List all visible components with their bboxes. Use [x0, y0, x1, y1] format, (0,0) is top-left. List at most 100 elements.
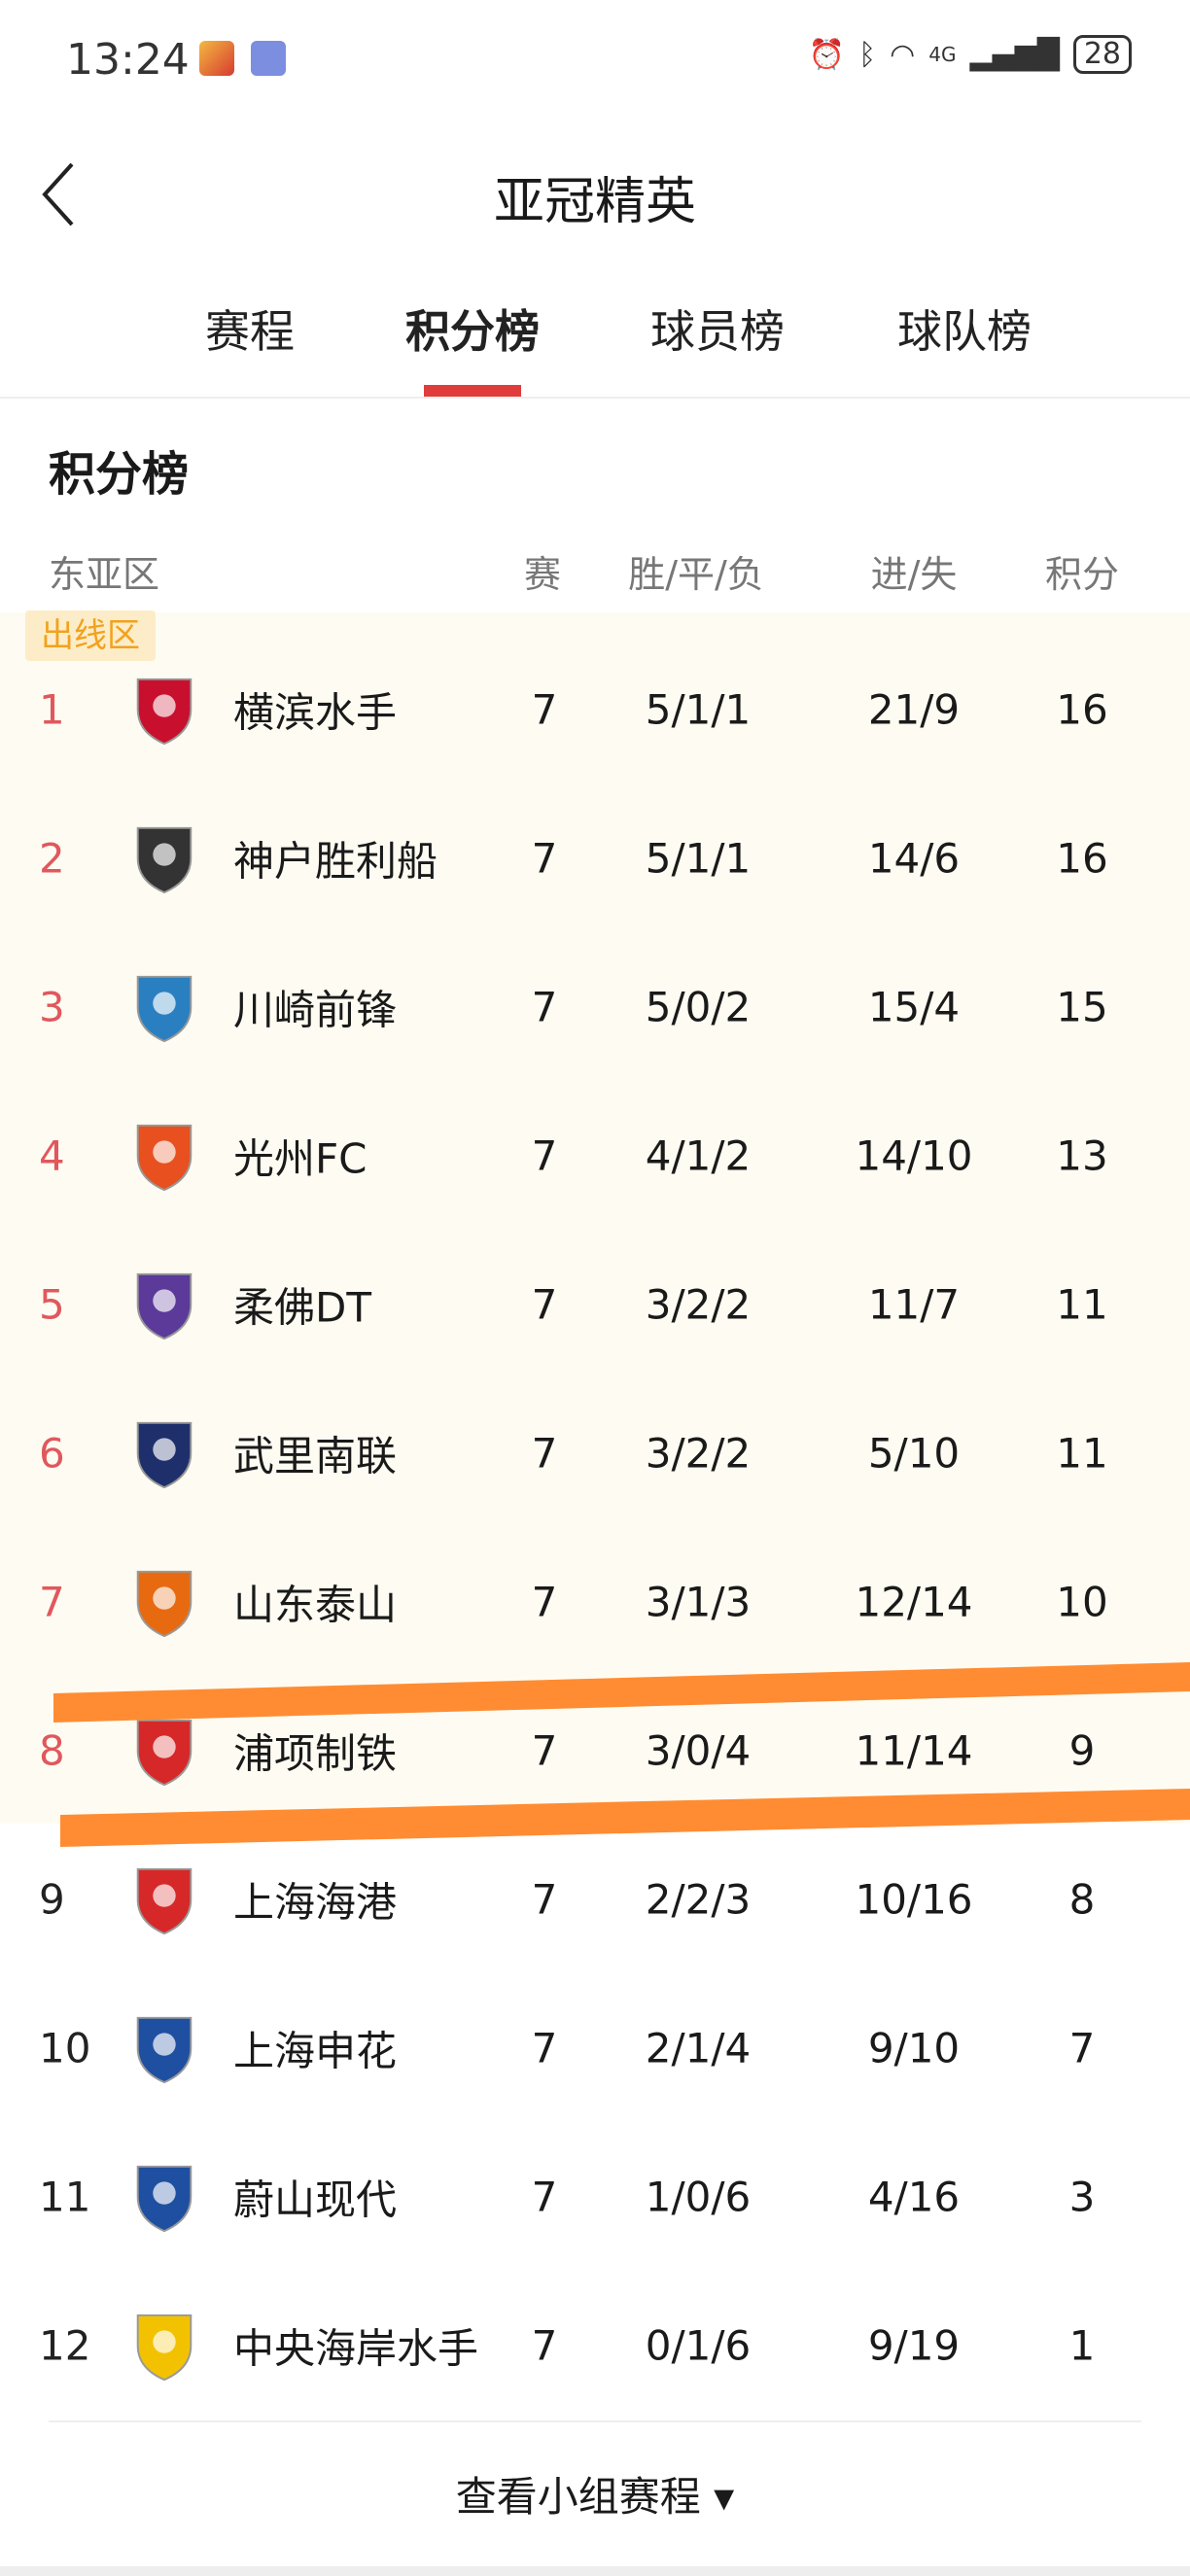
- app-notification-icon: [199, 41, 234, 76]
- col-goals: 进/失: [870, 553, 958, 596]
- points: 15: [1056, 983, 1108, 1031]
- view-group-schedule-button[interactable]: 查看小组赛程 ▾: [455, 2473, 735, 2521]
- team-logo-icon: [136, 1421, 192, 1489]
- col-wdl: 胜/平/负: [628, 553, 764, 596]
- points: 16: [1056, 834, 1108, 883]
- table-row[interactable]: 2 神户胜利船 7 5/1/1 14/6 16: [0, 785, 1190, 931]
- table-row[interactable]: 9 上海海港 7 2/2/3 10/16 8: [0, 1827, 1190, 1972]
- goals-for-against: 14/10: [855, 1131, 973, 1180]
- points: 16: [1056, 685, 1108, 734]
- rank: 7: [39, 1578, 65, 1626]
- rank: 8: [39, 1726, 65, 1775]
- qualification-zone-label: 出线区: [25, 610, 156, 661]
- team-name: 山东泰山: [233, 1581, 398, 1629]
- table-row[interactable]: 7 山东泰山 7 3/1/3 12/14 10: [0, 1529, 1190, 1675]
- team-logo-icon: [136, 1867, 192, 1935]
- team-name: 上海海港: [233, 1878, 398, 1927]
- played: 7: [531, 1578, 558, 1626]
- points: 10: [1056, 1578, 1108, 1626]
- status-bar: 13:24 ⏰ ᛒ ◠ 4G ▂▄▆█ 28: [0, 0, 1190, 117]
- win-draw-loss: 0/1/6: [645, 2321, 752, 2370]
- team-name: 武里南联: [233, 1432, 398, 1480]
- tab-standings[interactable]: 积分榜: [405, 305, 540, 358]
- group-header: 东亚区: [49, 553, 160, 596]
- goals-for-against: 15/4: [867, 983, 961, 1031]
- table-row[interactable]: 10 上海申花 7 2/1/4 9/10 7: [0, 1975, 1190, 2121]
- table-row[interactable]: 4 光州FC 7 4/1/2 14/10 13: [0, 1083, 1190, 1229]
- team-logo-icon: [136, 1719, 192, 1787]
- team-logo-icon: [136, 826, 192, 894]
- team-name: 川崎前锋: [233, 986, 398, 1034]
- team-name: 中央海岸水手: [233, 2324, 479, 2373]
- win-draw-loss: 4/1/2: [645, 1131, 752, 1180]
- battery-icon: 28: [1072, 35, 1132, 74]
- played: 7: [531, 1280, 558, 1329]
- team-name: 神户胜利船: [233, 837, 438, 886]
- goals-for-against: 9/10: [867, 2024, 961, 2072]
- played: 7: [531, 685, 558, 734]
- table-row[interactable]: 11 蔚山现代 7 1/0/6 4/16 3: [0, 2124, 1190, 2270]
- page-title: 亚冠精英: [493, 173, 696, 231]
- rank: 3: [39, 983, 65, 1031]
- col-played: 赛: [523, 553, 562, 596]
- goals-for-against: 14/6: [867, 834, 961, 883]
- status-time: 13:24: [66, 35, 190, 85]
- goals-for-against: 11/14: [855, 1726, 973, 1775]
- played: 7: [531, 2024, 558, 2072]
- status-icons: ⏰ ᛒ ◠ 4G ▂▄▆█ 28: [809, 35, 1132, 74]
- alarm-icon: ⏰: [808, 37, 846, 72]
- team-logo-icon: [136, 678, 192, 746]
- table-row[interactable]: 8 浦项制铁 7 3/0/4 11/14 9: [0, 1678, 1190, 1824]
- table-row[interactable]: 3 川崎前锋 7 5/0/2 15/4 15: [0, 934, 1190, 1080]
- team-name: 浦项制铁: [233, 1729, 398, 1778]
- team-name: 柔佛DT: [233, 1283, 371, 1332]
- goals-for-against: 11/7: [867, 1280, 961, 1329]
- table-row[interactable]: 5 柔佛DT 7 3/2/2 11/7 11: [0, 1232, 1190, 1377]
- chevron-left-icon: [42, 162, 74, 226]
- rank: 2: [39, 834, 65, 883]
- played: 7: [531, 1726, 558, 1775]
- team-name: 光州FC: [233, 1134, 368, 1183]
- team-logo-icon: [136, 1272, 192, 1340]
- table-row[interactable]: 12 中央海岸水手 7 0/1/6 9/19 1: [0, 2273, 1190, 2419]
- played: 7: [531, 2173, 558, 2221]
- nav-bar: [0, 2566, 1190, 2576]
- tab-player-rankings[interactable]: 球员榜: [650, 305, 785, 358]
- rank: 11: [39, 2173, 91, 2221]
- played: 7: [531, 1131, 558, 1180]
- points: 11: [1056, 1280, 1108, 1329]
- played: 7: [531, 1875, 558, 1924]
- bluetooth-icon: ᛒ: [858, 37, 877, 72]
- rank: 4: [39, 1131, 65, 1180]
- points: 1: [1068, 2321, 1096, 2370]
- team-logo-icon: [136, 975, 192, 1043]
- table-row[interactable]: 1 横滨水手 7 5/1/1 21/9 16: [0, 637, 1190, 783]
- active-tab-indicator: [424, 385, 521, 397]
- played: 7: [531, 834, 558, 883]
- table-row[interactable]: 6 武里南联 7 3/2/2 5/10 11: [0, 1380, 1190, 1526]
- signal-bars-icon: ▂▄▆█: [969, 37, 1060, 72]
- tab-team-rankings[interactable]: 球队榜: [897, 305, 1032, 358]
- win-draw-loss: 3/0/4: [645, 1726, 752, 1775]
- points: 13: [1056, 1131, 1108, 1180]
- back-button[interactable]: [39, 160, 97, 228]
- win-draw-loss: 3/2/2: [645, 1429, 752, 1478]
- team-logo-icon: [136, 2165, 192, 2233]
- played: 7: [531, 983, 558, 1031]
- win-draw-loss: 5/1/1: [645, 834, 752, 883]
- rank: 6: [39, 1429, 65, 1478]
- goals-for-against: 9/19: [867, 2321, 961, 2370]
- team-logo-icon: [136, 1570, 192, 1638]
- team-logo-icon: [136, 2016, 192, 2084]
- section-title: 积分榜: [49, 447, 190, 502]
- team-logo-icon: [136, 2314, 192, 2382]
- tab-schedule[interactable]: 赛程: [205, 305, 295, 358]
- team-name: 蔚山现代: [233, 2176, 398, 2224]
- played: 7: [531, 1429, 558, 1478]
- win-draw-loss: 3/1/3: [645, 1578, 752, 1626]
- team-name: 横滨水手: [233, 688, 398, 737]
- goals-for-against: 12/14: [855, 1578, 973, 1626]
- win-draw-loss: 1/0/6: [645, 2173, 752, 2221]
- divider: [49, 2420, 1141, 2422]
- qualification-zone: [0, 612, 1190, 1824]
